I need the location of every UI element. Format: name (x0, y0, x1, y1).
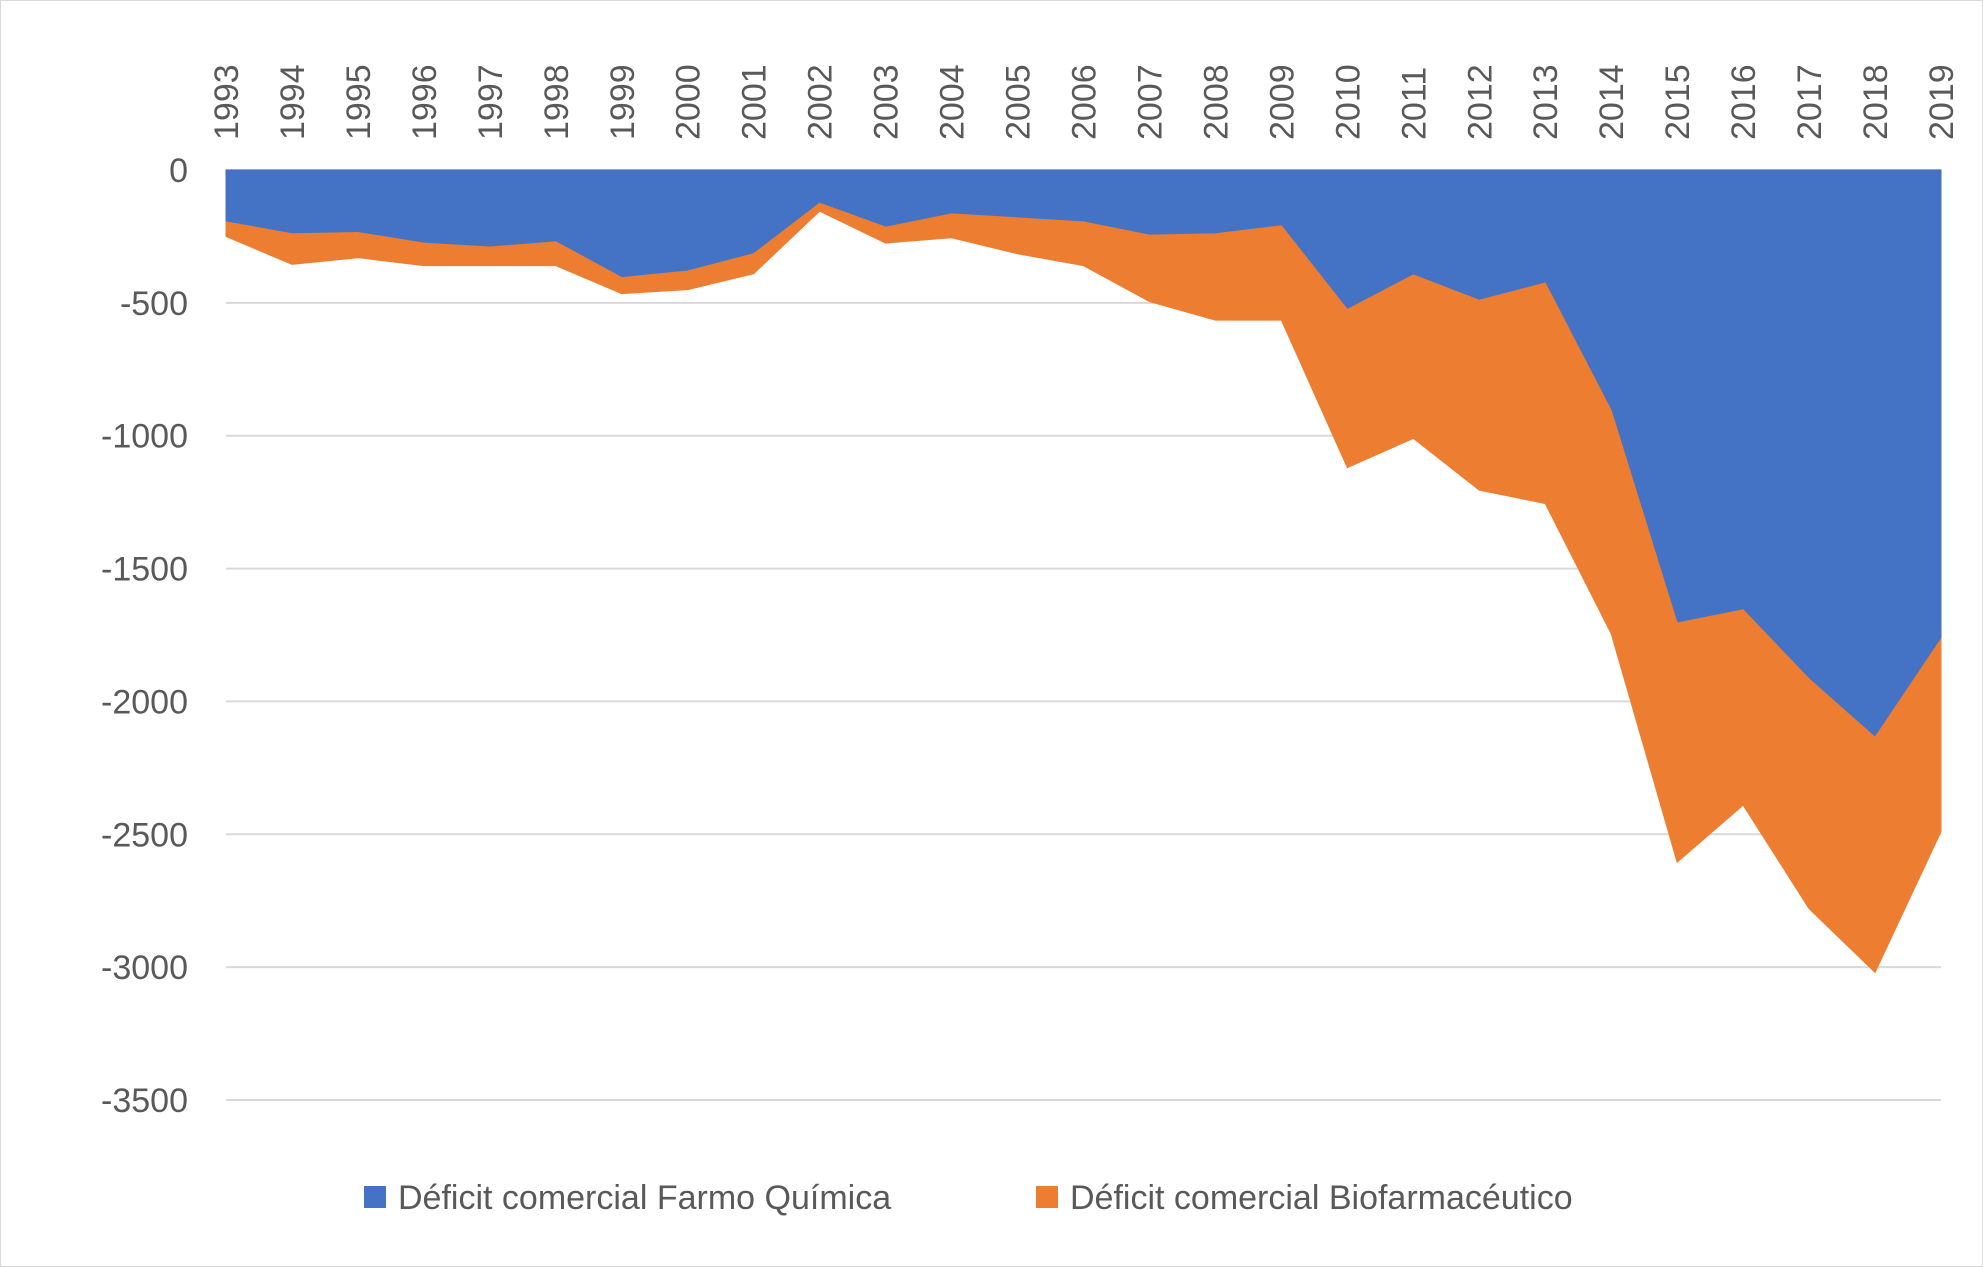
y-tick-label: -1000 (101, 418, 188, 456)
x-axis-ticks: 1993 1994 1995 1996 1997 1998 1999 2000 2001 2002… (208, 64, 1961, 140)
series-areas (225, 169, 1942, 974)
legend-item: Déficit comercial Biofarmacéutico (1036, 1179, 1573, 1217)
x-tick-label: 1994 (274, 64, 312, 140)
y-tick-label: -3500 (101, 1082, 188, 1120)
x-tick-label: 2018 (1857, 64, 1895, 140)
x-tick-label: 1999 (604, 64, 642, 140)
legend-label: Déficit comercial Farmo Química (398, 1179, 891, 1217)
x-tick-label: 2002 (802, 64, 840, 140)
legend-swatch (364, 1186, 386, 1208)
legend-swatch (1036, 1186, 1058, 1208)
y-tick-label: -3000 (101, 949, 188, 987)
x-tick-label: 2013 (1527, 64, 1565, 140)
x-tick-label: 1997 (472, 64, 510, 140)
x-tick-label: 2012 (1461, 64, 1499, 140)
y-tick-label: -1500 (101, 551, 188, 589)
x-tick-label: 1998 (538, 64, 576, 140)
y-axis-ticks: 0 -500 -1000 -1500 -2000 -2500 -3000 -3500 (101, 152, 188, 1120)
x-tick-label: 2005 (1000, 64, 1038, 140)
legend: Déficit comercial Farmo Química Déficit c… (364, 1179, 1573, 1217)
x-tick-label: 2001 (736, 64, 774, 140)
x-tick-label: 1995 (340, 64, 378, 140)
series-area-2 (225, 202, 1942, 974)
x-tick-label: 2007 (1131, 64, 1169, 140)
x-tick-label: 2017 (1791, 64, 1829, 140)
x-tick-label: 2009 (1263, 64, 1301, 140)
x-tick-label: 2006 (1066, 64, 1104, 140)
legend-item: Déficit comercial Farmo Química (364, 1179, 891, 1217)
y-tick-label: -2000 (101, 683, 188, 721)
x-tick-label: 1993 (208, 64, 246, 140)
x-tick-label: 2019 (1923, 64, 1961, 140)
y-tick-label: -500 (120, 285, 188, 323)
x-tick-label: 2010 (1329, 64, 1367, 140)
y-tick-label: -2500 (101, 816, 188, 854)
x-tick-label: 2004 (934, 64, 972, 140)
x-tick-label: 2014 (1593, 64, 1631, 140)
x-tick-label: 2008 (1197, 64, 1235, 140)
x-tick-label: 2016 (1725, 64, 1763, 140)
x-tick-label: 2003 (868, 64, 906, 140)
x-tick-label: 2015 (1659, 64, 1697, 140)
y-tick-label: 0 (169, 152, 188, 190)
legend-label: Déficit comercial Biofarmacéutico (1070, 1179, 1573, 1217)
x-tick-label: 1996 (406, 64, 444, 140)
x-tick-label: 2000 (670, 64, 708, 140)
x-tick-label: 2011 (1395, 67, 1433, 140)
